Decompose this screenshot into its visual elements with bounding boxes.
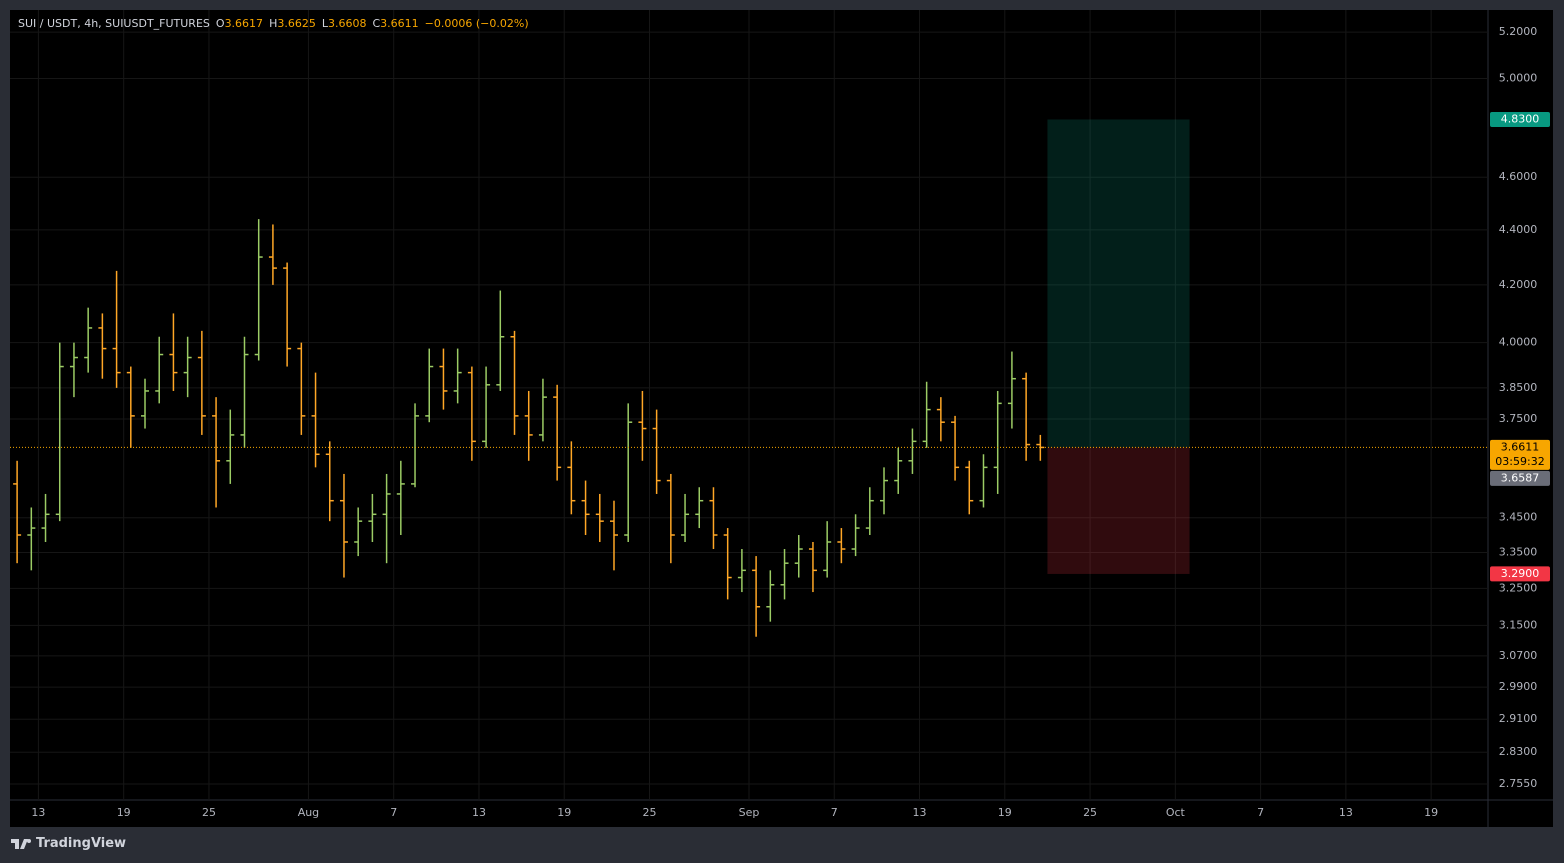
y-tick-label: 2.7550 [1499, 777, 1538, 790]
y-tick-label: 5.2000 [1499, 25, 1538, 38]
symbol: SUI / USDT, 4h, SUIUSDT_FUTURES [18, 17, 210, 30]
y-tick-label: 5.0000 [1499, 72, 1538, 85]
x-tick-label: 19 [998, 806, 1012, 819]
price-tag [1490, 439, 1550, 470]
legend-value: 3.6617 [224, 17, 264, 30]
price-tag-label: 3.6611 [1501, 440, 1540, 453]
y-tick-label: 3.4500 [1499, 511, 1538, 524]
x-tick-label: 25 [202, 806, 216, 819]
y-tick-label: 3.2500 [1499, 581, 1538, 594]
x-tick-label: 13 [31, 806, 45, 819]
legend-key: O [215, 17, 225, 30]
x-tick-label: 7 [831, 806, 838, 819]
price-tag-label: 3.2900 [1501, 567, 1540, 580]
x-tick-label: 19 [117, 806, 131, 819]
y-tick-label: 3.7500 [1499, 412, 1538, 425]
x-tick-label: 19 [1424, 806, 1438, 819]
legend-value: −0.0006 (−0.02%) [424, 17, 529, 30]
position-loss [1047, 447, 1190, 574]
price-tag-label: 3.6587 [1501, 471, 1540, 484]
legend-key: H [269, 17, 278, 30]
price-tag [1490, 470, 1550, 486]
legend: SUI / USDT, 4h, SUIUSDT_FUTURES O3.6617 H3… [18, 17, 529, 30]
legend-value: 3.6608 [327, 17, 367, 30]
brand-name: TradingView [36, 836, 127, 851]
price-tag [1490, 566, 1550, 582]
legend-value: 3.6611 [380, 17, 419, 30]
x-tick-label: 13 [472, 806, 486, 819]
legend-value: 3.6625 [277, 17, 316, 30]
y-tick-label: 4.4000 [1499, 223, 1538, 236]
y-tick-label: 2.8300 [1499, 745, 1538, 758]
y-tick-label: 4.2000 [1499, 278, 1538, 291]
y-tick-label: 3.8500 [1499, 381, 1538, 394]
x-tick-label: Aug [298, 806, 319, 819]
chart-background [10, 10, 1553, 827]
logo [11, 838, 31, 849]
y-tick-label: 3.3500 [1499, 546, 1538, 559]
x-tick-label: 7 [1257, 806, 1264, 819]
price-tag [1490, 111, 1550, 127]
x-tick-label: 13 [1339, 806, 1353, 819]
price-tag-label: 4.8300 [1501, 112, 1540, 125]
x-tick-label: 13 [913, 806, 927, 819]
y-tick-label: 3.0700 [1499, 649, 1538, 662]
x-tick-label: Oct [1166, 806, 1186, 819]
legend-key: L [321, 17, 328, 30]
x-tick-label: 25 [643, 806, 657, 819]
x-tick-label: Sep [739, 806, 760, 819]
legend-key: C [372, 17, 381, 30]
position-profit [1047, 119, 1190, 448]
price-tag-countdown: 03:59:32 [1495, 455, 1544, 468]
x-tick-label: 25 [1083, 806, 1097, 819]
y-tick-label: 4.0000 [1499, 336, 1538, 349]
x-tick-label: 7 [390, 806, 397, 819]
y-tick-label: 3.1500 [1499, 618, 1538, 631]
y-tick-label: 2.9100 [1499, 712, 1538, 725]
x-tick-label: 19 [557, 806, 571, 819]
brand: TradingView [10, 836, 126, 851]
y-tick-label: 2.9900 [1499, 680, 1538, 693]
y-tick-label: 4.6000 [1499, 170, 1538, 183]
